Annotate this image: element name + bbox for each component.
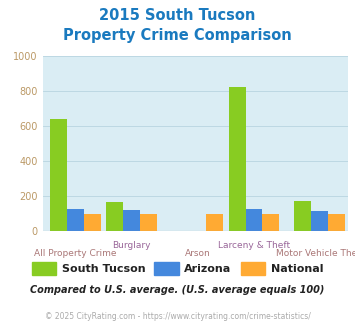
Legend: South Tucson, Arizona, National: South Tucson, Arizona, National bbox=[27, 258, 328, 279]
Text: © 2025 CityRating.com - https://www.cityrating.com/crime-statistics/: © 2025 CityRating.com - https://www.city… bbox=[45, 312, 310, 321]
Text: 2015 South Tucson: 2015 South Tucson bbox=[99, 8, 256, 23]
Bar bbox=[84, 214, 101, 231]
Bar bbox=[206, 214, 223, 231]
Bar bbox=[67, 209, 84, 231]
Text: Arson: Arson bbox=[185, 249, 211, 258]
Bar bbox=[106, 202, 124, 231]
Bar bbox=[246, 209, 262, 231]
Bar bbox=[124, 210, 140, 231]
Bar bbox=[328, 214, 345, 231]
Bar bbox=[294, 201, 311, 231]
Text: All Property Crime: All Property Crime bbox=[34, 249, 117, 258]
Text: Motor Vehicle Theft: Motor Vehicle Theft bbox=[276, 249, 355, 258]
Text: Compared to U.S. average. (U.S. average equals 100): Compared to U.S. average. (U.S. average … bbox=[30, 285, 325, 295]
Text: Property Crime Comparison: Property Crime Comparison bbox=[63, 28, 292, 43]
Bar bbox=[140, 214, 157, 231]
Bar bbox=[262, 214, 279, 231]
Bar bbox=[311, 212, 328, 231]
Text: Larceny & Theft: Larceny & Theft bbox=[218, 241, 290, 249]
Bar bbox=[229, 87, 246, 231]
Bar bbox=[50, 119, 67, 231]
Text: Burglary: Burglary bbox=[113, 241, 151, 249]
